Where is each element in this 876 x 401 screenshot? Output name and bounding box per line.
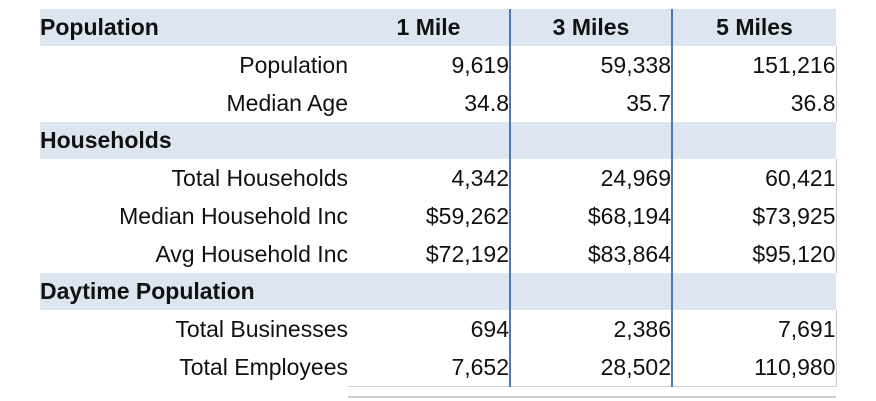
value-1-mile: 7,652 [348,348,511,387]
header-row: Population 1 Mile 3 Miles 5 Miles [40,9,836,46]
value-1-mile: 34.8 [348,84,511,122]
row-label: Total Employees [179,353,348,380]
value-1-mile: 4,342 [348,159,511,197]
column-header-3-miles: 3 Miles [509,9,673,46]
value-1-mile: 9,619 [348,46,511,84]
value-5-miles: $73,925 [672,197,837,235]
value-3-miles: 35.7 [510,84,673,122]
demographics-table: Population 1 Mile 3 Miles 5 Miles Popula… [40,9,837,387]
table-row: Total Businesses 694 2,386 7,691 [40,310,837,348]
section-row-daytime: Daytime Population [40,273,836,310]
section-title-population: Population [40,9,348,46]
value-5-miles: $95,120 [672,235,837,273]
section-cell [672,122,836,159]
section-row-households: Households [40,122,836,159]
value-3-miles: $83,864 [510,235,673,273]
section-title-households: Households [40,122,348,159]
value-1-mile: $72,192 [348,235,511,273]
value-1-mile: $59,262 [348,197,511,235]
value-5-miles: 60,421 [672,159,837,197]
value-3-miles: 2,386 [510,310,673,348]
table-row: Total Households 4,342 24,969 60,421 [40,159,837,197]
row-label: Median Age [226,89,348,116]
value-5-miles: 151,216 [672,46,837,84]
bottom-rule [348,396,836,398]
value-3-miles: $68,194 [510,197,673,235]
row-label: Avg Household Inc [155,240,348,267]
row-label: Median Household Inc [119,202,348,229]
value-1-mile: 694 [348,310,511,348]
row-label: Population [239,51,348,78]
section-cell [672,273,836,310]
value-3-miles: 59,338 [510,46,673,84]
table-row: Avg Household Inc $72,192 $83,864 $95,12… [40,235,837,273]
table-row: Total Employees 7,652 28,502 110,980 [40,348,837,387]
section-cell [348,273,511,310]
value-5-miles: 7,691 [672,310,837,348]
value-3-miles: 28,502 [510,348,673,387]
table-row: Median Age 34.8 35.7 36.8 [40,84,837,122]
table-row: Population 9,619 59,338 151,216 [40,46,837,84]
value-5-miles: 36.8 [672,84,837,122]
value-5-miles: 110,980 [672,348,837,387]
row-label: Total Households [171,164,348,191]
section-cell [509,273,673,310]
row-label: Total Businesses [175,315,348,342]
value-3-miles: 24,969 [510,159,673,197]
section-title-daytime: Daytime Population [40,273,348,310]
table-row: Median Household Inc $59,262 $68,194 $73… [40,197,837,235]
section-cell [509,122,673,159]
column-header-1-mile: 1 Mile [348,9,511,46]
column-header-5-miles: 5 Miles [672,9,836,46]
section-cell [348,122,511,159]
